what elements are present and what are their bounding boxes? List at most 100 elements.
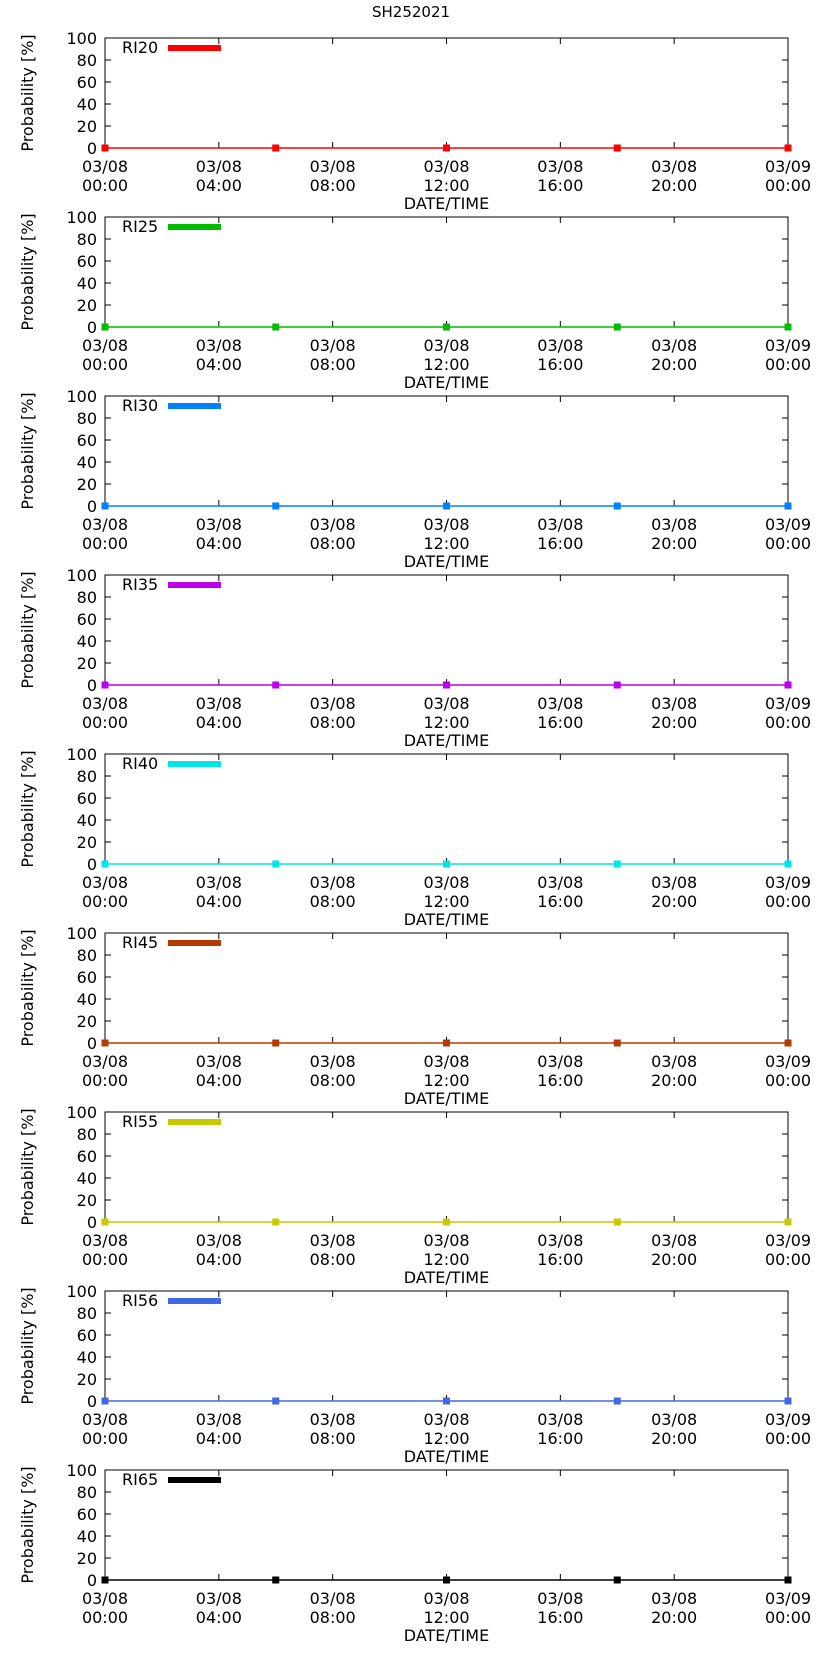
- x-tick-date: 03/08: [651, 1052, 697, 1071]
- x-tick-time: 04:00: [196, 713, 242, 732]
- x-tick-time: 16:00: [537, 1250, 583, 1269]
- x-tick-time: 16:00: [537, 1071, 583, 1090]
- legend-label: RI30: [122, 396, 158, 415]
- x-tick-time: 00:00: [82, 1250, 128, 1269]
- x-tick-time: 20:00: [651, 1429, 697, 1448]
- legend-label: RI25: [122, 217, 158, 236]
- x-tick-date: 03/08: [310, 1410, 356, 1429]
- x-tick-time: 16:00: [537, 1608, 583, 1627]
- y-tick-label: 100: [66, 387, 97, 406]
- x-axis-label: DATE/TIME: [404, 1268, 489, 1287]
- data-point: [443, 1039, 450, 1047]
- x-tick-date: 03/08: [196, 1231, 242, 1250]
- x-tick-time: 00:00: [765, 1071, 811, 1090]
- x-tick-date: 03/08: [651, 1410, 697, 1429]
- panel-ri35: 02040608010003/0800:0003/0804:0003/0808:…: [18, 566, 811, 750]
- y-tick-label: 100: [66, 924, 97, 943]
- y-axis-label: Probability [%]: [18, 392, 37, 509]
- x-tick-date: 03/08: [310, 1231, 356, 1250]
- x-tick-time: 08:00: [310, 1429, 356, 1448]
- data-point: [443, 1576, 450, 1584]
- y-tick-label: 80: [77, 51, 97, 70]
- legend-label: RI20: [122, 38, 158, 57]
- x-tick-time: 00:00: [765, 1429, 811, 1448]
- data-point: [443, 860, 450, 868]
- x-tick-date: 03/08: [82, 1410, 128, 1429]
- plot-frame: [104, 37, 789, 149]
- x-tick-time: 08:00: [310, 1250, 356, 1269]
- y-tick-label: 20: [77, 475, 97, 494]
- data-point: [784, 502, 792, 510]
- y-tick-label: 80: [77, 1125, 97, 1144]
- panel-ri45: 02040608010003/0800:0003/0804:0003/0808:…: [18, 924, 811, 1108]
- x-tick-date: 03/08: [423, 1231, 469, 1250]
- plot-frame: [104, 574, 789, 686]
- data-point: [101, 681, 109, 689]
- x-tick-time: 12:00: [423, 1250, 469, 1269]
- x-tick-date: 03/08: [423, 515, 469, 534]
- panel-ri56: 02040608010003/0800:0003/0804:0003/0808:…: [18, 1282, 811, 1466]
- y-tick-label: 60: [77, 1147, 97, 1166]
- x-tick-date: 03/08: [310, 1052, 356, 1071]
- x-tick-date: 03/09: [765, 1589, 811, 1608]
- data-point: [443, 323, 450, 331]
- x-tick-date: 03/09: [765, 694, 811, 713]
- x-tick-date: 03/08: [82, 694, 128, 713]
- x-tick-time: 08:00: [310, 355, 356, 374]
- data-point: [272, 1576, 280, 1584]
- y-tick-label: 100: [66, 745, 97, 764]
- y-tick-label: 20: [77, 833, 97, 852]
- data-point: [784, 1397, 792, 1405]
- x-tick-date: 03/08: [82, 157, 128, 176]
- x-tick-time: 00:00: [765, 534, 811, 553]
- x-tick-time: 00:00: [765, 713, 811, 732]
- y-axis-label: Probability [%]: [18, 1466, 37, 1583]
- y-tick-label: 0: [87, 1392, 97, 1411]
- data-point: [784, 323, 792, 331]
- x-tick-time: 04:00: [196, 534, 242, 553]
- y-tick-label: 60: [77, 431, 97, 450]
- y-tick-label: 60: [77, 73, 97, 92]
- y-tick-label: 20: [77, 117, 97, 136]
- panel-ri40: 02040608010003/0800:0003/0804:0003/0808:…: [18, 745, 811, 929]
- y-tick-label: 20: [77, 654, 97, 673]
- legend-label: RI35: [122, 575, 158, 594]
- x-tick-time: 20:00: [651, 355, 697, 374]
- x-tick-date: 03/08: [537, 1231, 583, 1250]
- y-tick-label: 80: [77, 230, 97, 249]
- y-tick-label: 80: [77, 588, 97, 607]
- data-point: [613, 1576, 621, 1584]
- x-tick-date: 03/08: [310, 873, 356, 892]
- data-point: [784, 681, 792, 689]
- x-tick-date: 03/08: [310, 336, 356, 355]
- x-tick-date: 03/08: [82, 1589, 128, 1608]
- data-point: [613, 502, 621, 510]
- x-tick-time: 08:00: [310, 176, 356, 195]
- x-tick-date: 03/08: [196, 1589, 242, 1608]
- data-point: [101, 1218, 109, 1226]
- x-tick-date: 03/08: [196, 873, 242, 892]
- x-tick-time: 00:00: [82, 534, 128, 553]
- plot-frame: [104, 1469, 789, 1581]
- y-tick-label: 60: [77, 1505, 97, 1524]
- y-tick-label: 100: [66, 566, 97, 585]
- figure-title: SH252021: [372, 3, 450, 21]
- x-tick-time: 16:00: [537, 892, 583, 911]
- x-tick-date: 03/08: [651, 1589, 697, 1608]
- data-point: [101, 860, 109, 868]
- plot-frame: [104, 395, 789, 507]
- x-tick-date: 03/08: [82, 1231, 128, 1250]
- data-point: [272, 1397, 280, 1405]
- x-tick-time: 04:00: [196, 176, 242, 195]
- x-tick-date: 03/08: [82, 515, 128, 534]
- x-tick-time: 20:00: [651, 892, 697, 911]
- x-tick-date: 03/08: [651, 336, 697, 355]
- x-tick-date: 03/09: [765, 873, 811, 892]
- x-tick-date: 03/08: [537, 157, 583, 176]
- x-tick-time: 16:00: [537, 176, 583, 195]
- x-tick-time: 20:00: [651, 1250, 697, 1269]
- x-tick-date: 03/09: [765, 336, 811, 355]
- x-tick-time: 20:00: [651, 713, 697, 732]
- x-tick-time: 04:00: [196, 1250, 242, 1269]
